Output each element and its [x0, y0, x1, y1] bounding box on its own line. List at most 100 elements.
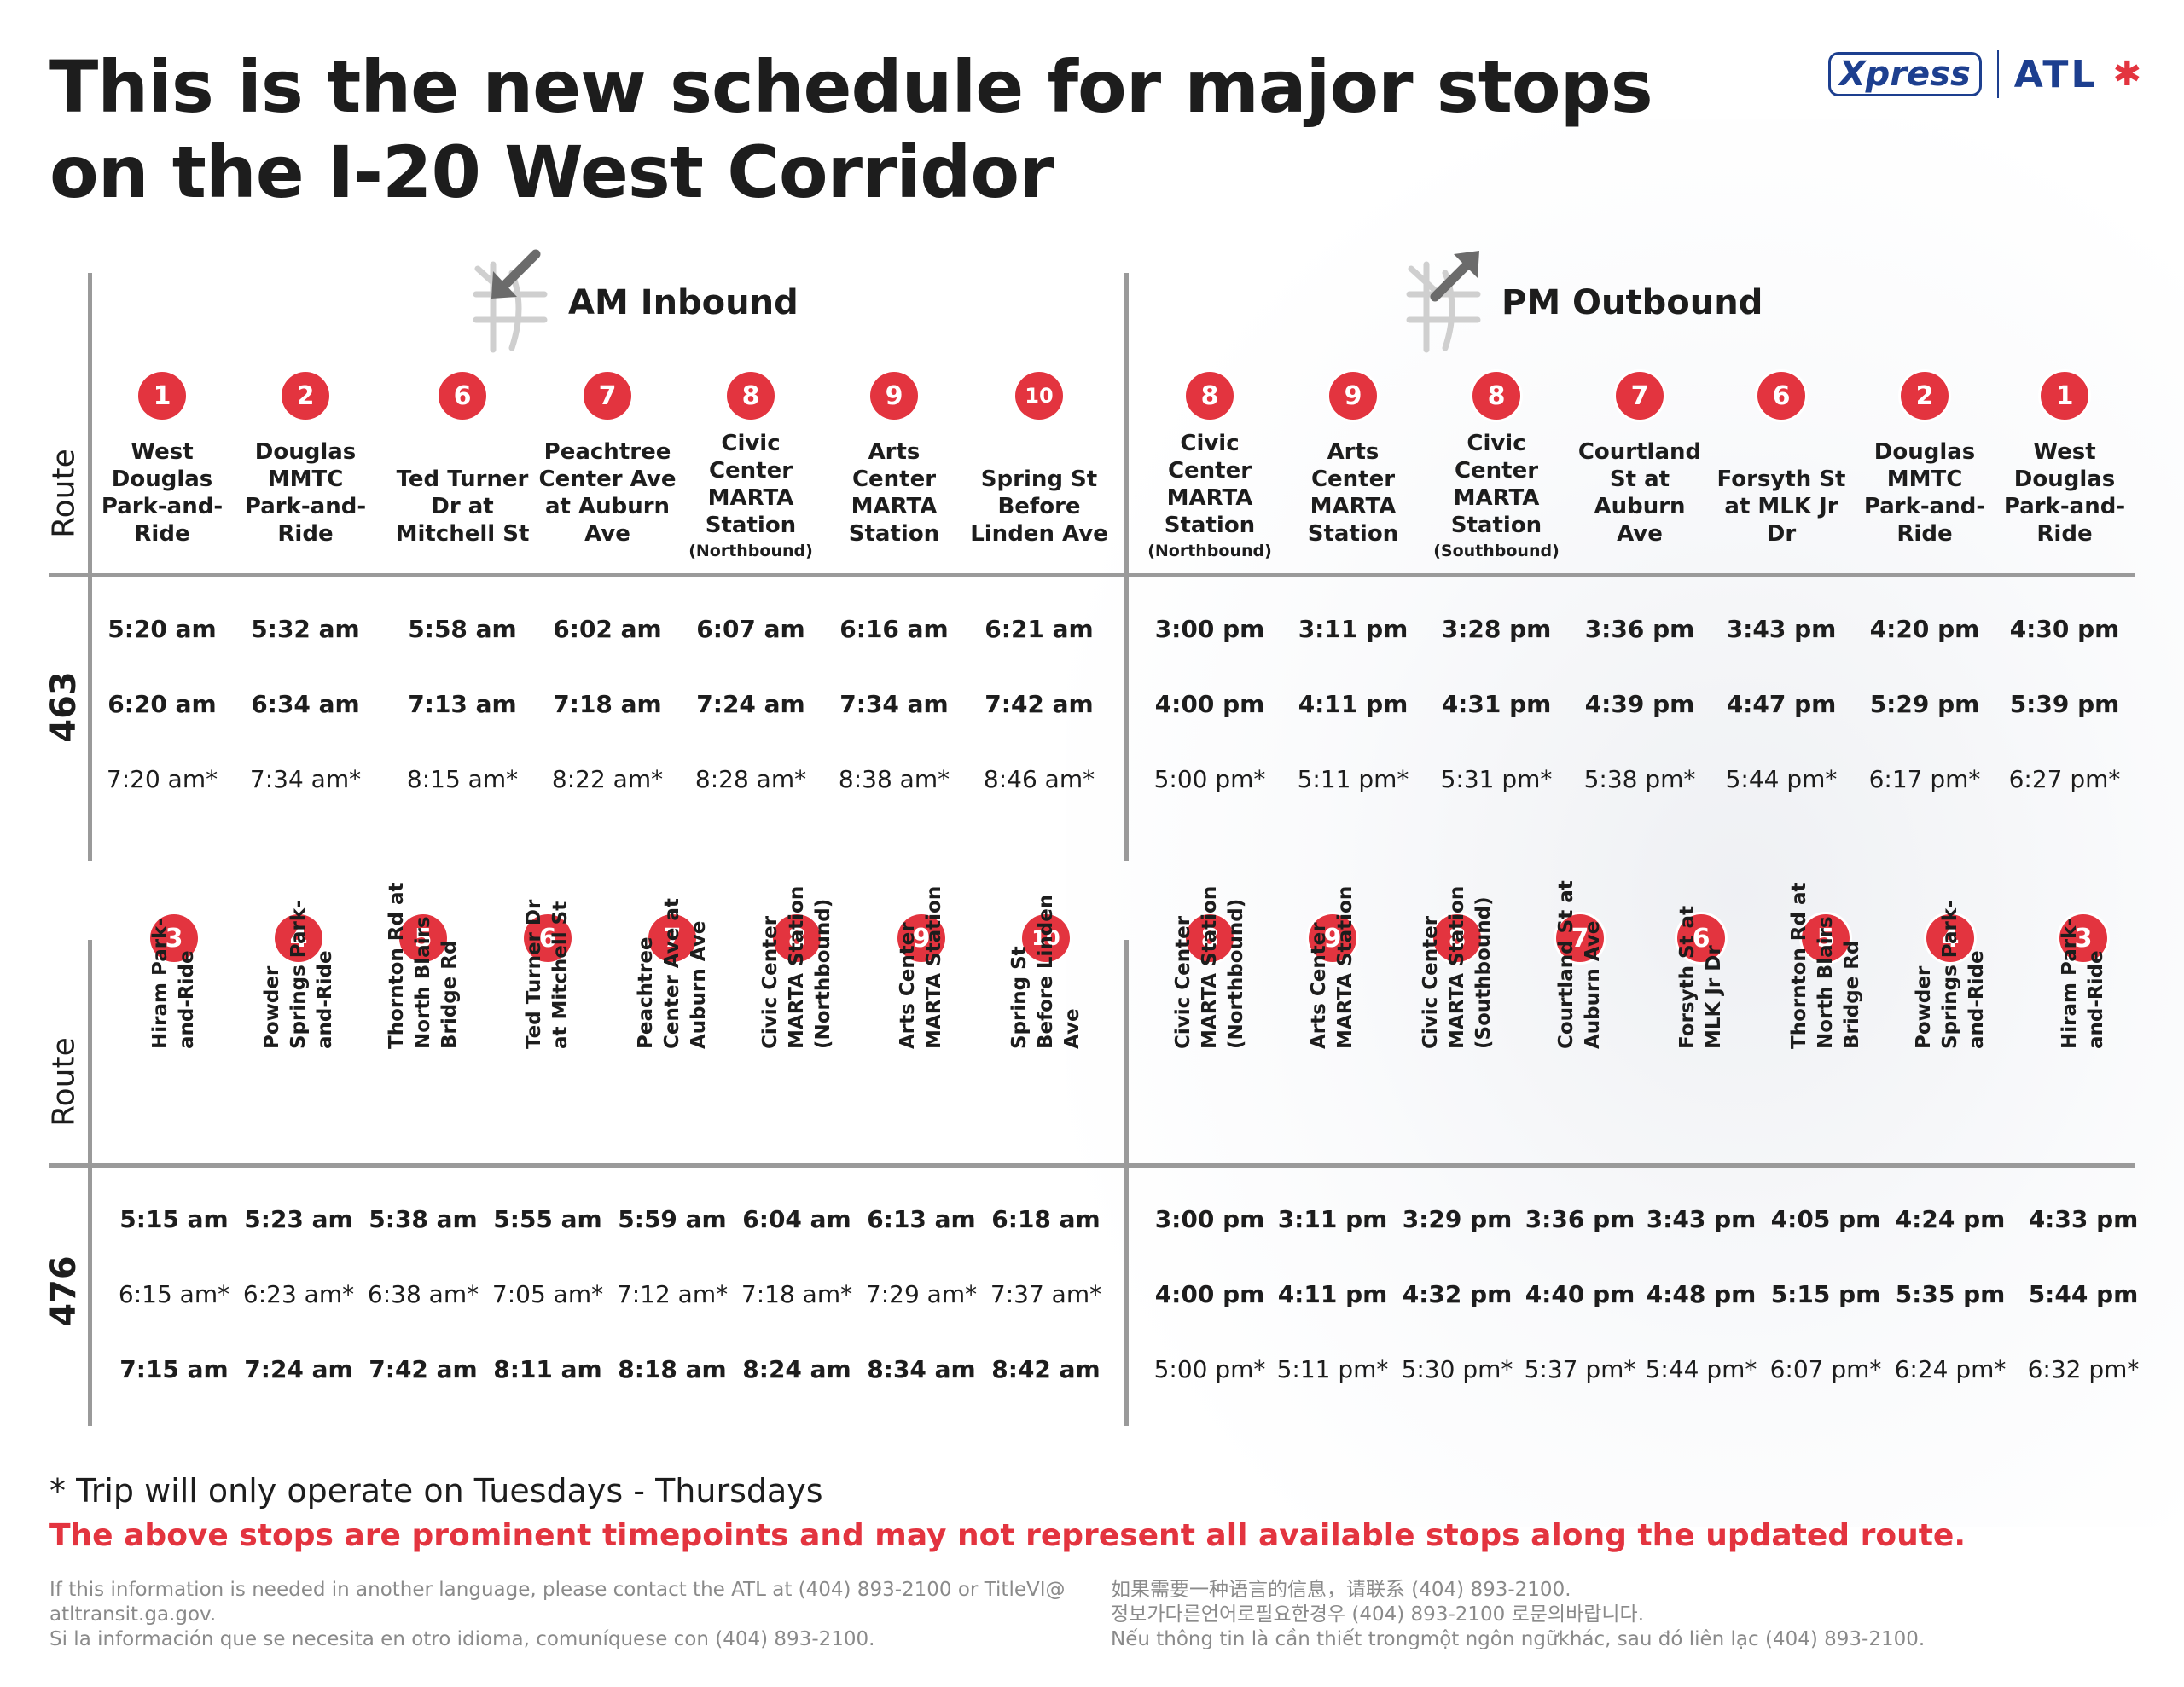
departure-time: 6:32 pm*	[2027, 1355, 2140, 1383]
departure-time: 7:29 am*	[865, 1280, 978, 1308]
departure-time: 7:05 am*	[491, 1280, 604, 1308]
stop-badge: 3	[150, 914, 198, 962]
stop-name: Arts Center MARTA Station	[824, 409, 964, 548]
agency-logo: Xpress ATL ✱	[1827, 44, 2141, 104]
departure-time: 5:15 pm	[1770, 1280, 1881, 1308]
route-476-header-rule	[49, 1163, 2135, 1168]
departure-time: 4:20 pm	[1869, 615, 1980, 643]
stop-badge: 7	[1556, 914, 1604, 962]
stop-name: Civic Center MARTA Station (Northbound)	[758, 885, 834, 1049]
stop-name-text: Courtland St at Auburn Ave	[1577, 439, 1702, 547]
departure-time: 5:32 am	[251, 615, 360, 643]
stop-name-text: Arts Center MARTA Station	[1307, 439, 1399, 547]
outbound-arrow-icon	[1406, 251, 1481, 353]
footnote: * Trip will only operate on Tuesdays - T…	[49, 1472, 823, 1510]
departure-time: 4:00 pm	[1154, 1280, 1265, 1308]
departure-time: 5:37 pm*	[1524, 1355, 1636, 1383]
stop-name: Thornton Rd at North Blairs Bridge Rd	[1787, 882, 1863, 1049]
departure-time: 7:24 am	[244, 1355, 353, 1383]
stop-badge: 6	[524, 914, 572, 962]
departure-time: 8:22 am*	[551, 765, 664, 793]
stop-badge: 8	[1186, 372, 1234, 420]
stop-name: Civic Center MARTA Station (Northbound)	[1171, 885, 1247, 1049]
stop-name: Hiram Park-and-Ride	[2059, 918, 2107, 1049]
departure-time: 6:20 am	[107, 690, 217, 718]
stop-badge: 10	[1015, 372, 1063, 420]
departure-time: 6:16 am	[839, 615, 949, 643]
am-inbound-title: AM Inbound	[568, 283, 799, 322]
stop-name: Arts Center MARTA Station	[1283, 409, 1423, 548]
departure-time: 5:38 pm*	[1583, 765, 1696, 793]
stop-name-text: West Douglas Park-and-Ride	[2003, 439, 2126, 547]
departure-time: 8:24 am	[742, 1355, 851, 1383]
stop-name-text: Arts Center MARTA Station	[848, 439, 940, 547]
departure-time: 4:11 pm	[1277, 1280, 1388, 1308]
departure-time: 8:11 am	[493, 1355, 602, 1383]
stop-name: Douglas MMTC Park-and-Ride	[235, 409, 375, 548]
logo-divider	[1996, 50, 1999, 98]
stop-badge: 4	[275, 914, 322, 962]
departure-time: 6:13 am	[867, 1205, 976, 1233]
departure-time: 5:15 am	[119, 1205, 229, 1233]
departure-time: 8:46 am*	[983, 765, 1095, 793]
stop-badge: 1	[138, 372, 186, 420]
departure-time: 3:43 pm	[1646, 1205, 1757, 1233]
departure-time: 7:42 am	[985, 690, 1094, 718]
departure-time: 8:42 am	[991, 1355, 1101, 1383]
route-463-number: 463	[44, 671, 84, 743]
language-line: 정보가다른언어로필요한경우 (404) 893-2100 로문의바랍니다.	[1111, 1603, 1645, 1626]
stop-name: Powder Springs Park-and-Ride	[1912, 900, 1988, 1049]
stop-name: Forsyth St at MLK Jr Dr	[1676, 905, 1725, 1049]
stop-name: Ted Turner Dr at Mitchell St	[523, 899, 572, 1049]
stop-badge: 9	[1329, 372, 1377, 420]
departure-time: 8:18 am	[618, 1355, 727, 1383]
departure-time: 6:02 am	[553, 615, 662, 643]
departure-time: 4:00 pm	[1154, 690, 1265, 718]
page-title: This is the new schedule for major stops…	[49, 44, 1670, 215]
stop-name: Hiram Park-and-Ride	[149, 918, 198, 1049]
inbound-arrow-icon	[473, 249, 548, 353]
route-463-left-rule	[88, 273, 92, 861]
stop-name: Spring St Before Linden Ave	[1008, 894, 1083, 1049]
departure-time: 3:11 pm	[1277, 1205, 1388, 1233]
stop-badge: 6	[1677, 914, 1725, 962]
stop-name: West Douglas Park-and-Ride	[92, 409, 232, 548]
departure-time: 4:32 pm	[1402, 1280, 1513, 1308]
departure-time: 6:38 am*	[367, 1280, 479, 1308]
departure-time: 4:24 pm	[1895, 1205, 2006, 1233]
departure-time: 6:07 pm*	[1769, 1355, 1882, 1383]
stop-name: Civic Center MARTA Station (Southbound)	[1419, 885, 1495, 1049]
departure-time: 3:28 pm	[1441, 615, 1552, 643]
departure-time: 3:43 pm	[1726, 615, 1837, 643]
stop-badge: 8	[727, 372, 775, 420]
stop-name: Peachtree Center Ave at Auburn Ave	[537, 409, 677, 548]
departure-time: 5:20 am	[107, 615, 217, 643]
departure-time: 3:36 pm	[1584, 615, 1695, 643]
departure-time: 5:55 am	[493, 1205, 602, 1233]
stop-name-text: Spring St Before Linden Ave	[970, 467, 1108, 547]
stop-name: Thornton Rd at North Blairs Bridge Rd	[385, 882, 461, 1049]
departure-time: 4:33 pm	[2028, 1205, 2139, 1233]
departure-time: 5:35 pm	[1895, 1280, 2006, 1308]
stop-badge: 3	[2059, 914, 2107, 962]
stop-name: Courtland St at Auburn Ave	[1570, 409, 1710, 548]
stop-name-text: Forsyth St at MLK Jr Dr	[1716, 467, 1846, 547]
departure-time: 8:15 am*	[406, 765, 519, 793]
stop-name: Civic Center MARTA Station (Northbound)	[1140, 409, 1280, 563]
stop-badge: 7	[648, 914, 696, 962]
departure-time: 7:37 am*	[990, 1280, 1102, 1308]
language-line: atltransit.ga.gov.	[49, 1603, 217, 1626]
departure-time: 6:18 am	[991, 1205, 1101, 1233]
departure-time: 3:00 pm	[1154, 615, 1265, 643]
route-463-header-rule	[49, 573, 2135, 577]
language-assistance-left: If this information is needed in another…	[49, 1578, 1073, 1652]
route-476-center-rule	[1124, 940, 1129, 1426]
language-line: Nếu thông tin là cần thiết trongmột ngôn…	[1111, 1628, 1926, 1650]
departure-time: 7:18 am*	[741, 1280, 853, 1308]
stop-name-text: Civic Center MARTA Station	[1164, 431, 1256, 538]
route-463-header-label: Route	[46, 449, 82, 538]
title-line-2: on the I-20 West Corridor	[49, 130, 1054, 214]
departure-time: 8:38 am*	[838, 765, 950, 793]
departure-time: 4:11 pm	[1298, 690, 1409, 718]
atl-logo: ATL	[2013, 52, 2098, 96]
